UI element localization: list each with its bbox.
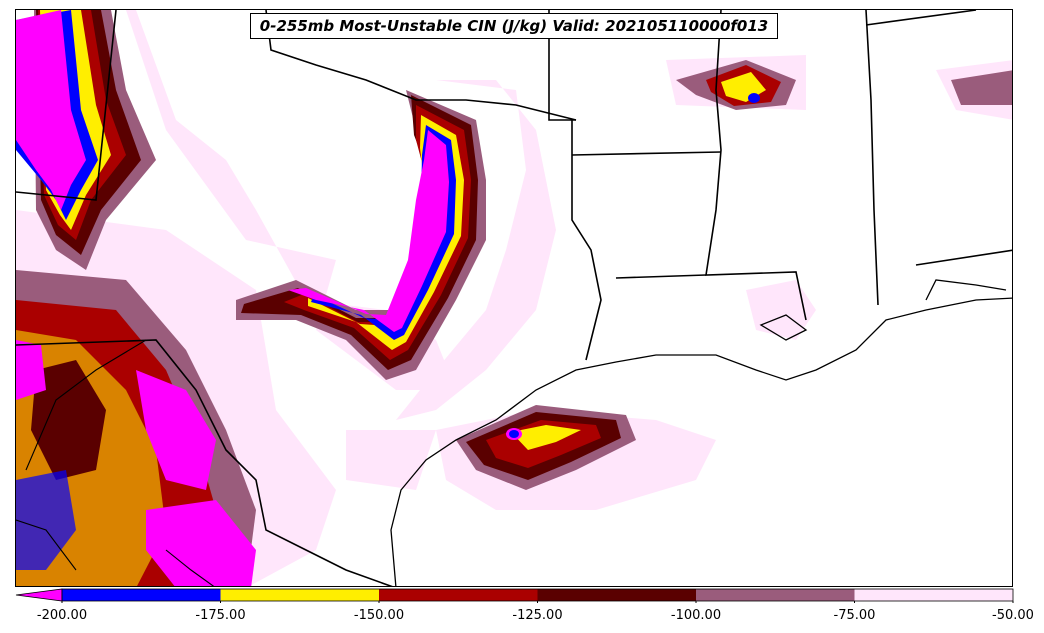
colorbar-tick-label: -75.00 [833, 608, 876, 623]
colorbar-tick-label: -175.00 [195, 608, 246, 623]
colorbar-tick-label: -150.00 [353, 608, 405, 623]
colorbar-segment [220, 589, 379, 601]
ne-blob [676, 60, 1012, 110]
gulf-blob [456, 405, 636, 490]
colorbar-tick-label: -125.00 [512, 608, 563, 623]
map-title: 0-255mb Most-Unstable CIN (J/kg) Valid: … [250, 13, 778, 39]
colorbar-under-triangle [15, 588, 63, 602]
colorbar-segment [696, 589, 855, 601]
colorbar [15, 588, 1014, 603]
colorbar-tick-label: -100.00 [670, 608, 722, 623]
colorbar-segment [379, 589, 538, 601]
colorbar-tick-label: -200.00 [36, 608, 88, 623]
nw-band [16, 10, 156, 270]
map-panel [15, 9, 1013, 587]
coastline [390, 279, 1012, 586]
state-borders [16, 10, 1012, 586]
country-border [16, 339, 215, 586]
colorbar-segment [62, 589, 221, 601]
colorbar-tick-label: -50.00 [992, 608, 1034, 623]
sw-region [16, 270, 256, 586]
cin-map [16, 10, 1012, 586]
colorbar-segment [537, 589, 696, 601]
central-arc [236, 90, 486, 380]
colorbar-segment [854, 589, 1013, 601]
